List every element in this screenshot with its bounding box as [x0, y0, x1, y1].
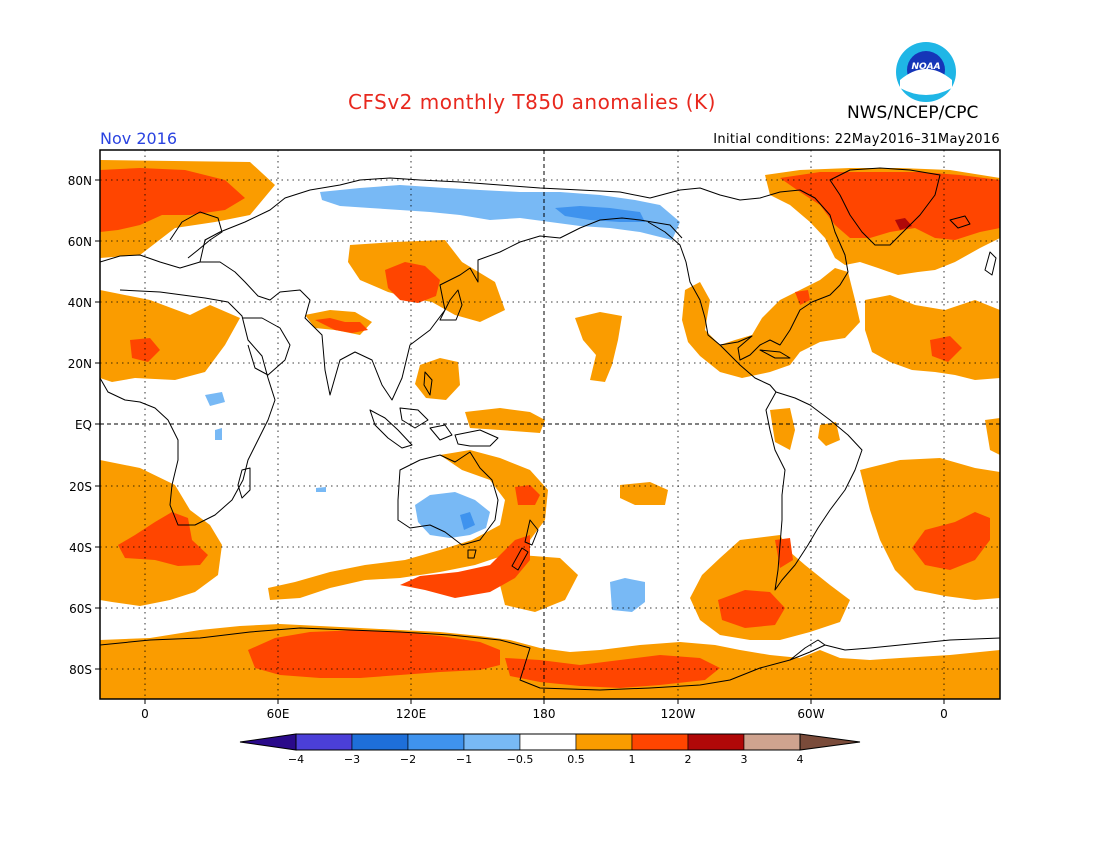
lat-label: 20N — [68, 357, 92, 371]
lat-label: 20S — [69, 480, 92, 494]
warm-anomaly-1-to-2 — [100, 168, 1000, 688]
colorbar-cells — [240, 733, 860, 751]
colorbar-cell — [407, 733, 465, 751]
lat-label: EQ — [75, 418, 92, 432]
colorbar: −4 −3 −2 −1 −0.5 0.5 1 2 3 4 — [239, 733, 861, 766]
cold-anomaly-minus0p5-to-minus1 — [205, 185, 680, 612]
colorbar-cell — [519, 733, 577, 751]
lat-label: 40S — [69, 541, 92, 555]
colorbar-tick-label: 0.5 — [567, 753, 585, 766]
lat-label: 60S — [69, 602, 92, 616]
colorbar-tick-label: −3 — [344, 753, 360, 766]
valid-month-label: Nov 2016 — [100, 129, 178, 148]
logo-text: NOAA — [911, 62, 940, 72]
colorbar-tick-label: −1 — [456, 753, 472, 766]
anomaly-field — [100, 150, 1000, 699]
lon-label: 0 — [940, 707, 948, 721]
colorbar-tick-label: −4 — [288, 753, 304, 766]
colorbar-cell — [631, 733, 689, 751]
latitude-labels: 80N 60N 40N 20N EQ 20S 40S 60S 80S — [68, 174, 92, 677]
agency-label: NWS/NCEP/CPC — [847, 103, 979, 123]
colorbar-cell — [351, 733, 409, 751]
equator-dateline — [100, 150, 1000, 699]
map-title: CFSv2 monthly T850 anomalies (K) — [348, 90, 716, 114]
lon-label: 60E — [267, 707, 290, 721]
lat-lon-grid — [100, 150, 1000, 699]
colorbar-labels: −4 −3 −2 −1 −0.5 0.5 1 2 3 4 — [288, 753, 804, 766]
lat-label: 60N — [68, 235, 92, 249]
lon-label: 120W — [661, 707, 696, 721]
colorbar-tick-label: −0.5 — [507, 753, 534, 766]
lon-label: 0 — [141, 707, 149, 721]
lat-label: 40N — [68, 296, 92, 310]
noaa-logo: NOAA — [896, 42, 956, 102]
colorbar-end-arrow-left — [240, 734, 296, 750]
lon-label: 60W — [797, 707, 824, 721]
colorbar-cell — [575, 733, 633, 751]
colorbar-end-arrow-right — [800, 734, 860, 750]
lat-label: 80S — [69, 663, 92, 677]
coastlines — [100, 167, 1000, 691]
colorbar-tick-label: 4 — [797, 753, 804, 766]
longitude-labels: 0 60E 120E 180 120W 60W 0 — [141, 707, 948, 721]
colorbar-cell — [295, 733, 353, 751]
colorbar-tick-label: 2 — [685, 753, 692, 766]
lon-label: 180 — [533, 707, 556, 721]
lat-label: 80N — [68, 174, 92, 188]
colorbar-cell — [463, 733, 521, 751]
colorbar-tick-label: 3 — [741, 753, 748, 766]
colorbar-outline — [239, 733, 861, 751]
initial-conditions-label: Initial conditions: 22May2016–31May2016 — [713, 132, 1000, 147]
lon-label: 120E — [396, 707, 427, 721]
colorbar-cell — [743, 733, 801, 751]
colorbar-tick-label: −2 — [400, 753, 416, 766]
colorbar-tick-label: 1 — [629, 753, 636, 766]
axis-ticks — [95, 179, 945, 704]
colorbar-cell — [687, 733, 745, 751]
